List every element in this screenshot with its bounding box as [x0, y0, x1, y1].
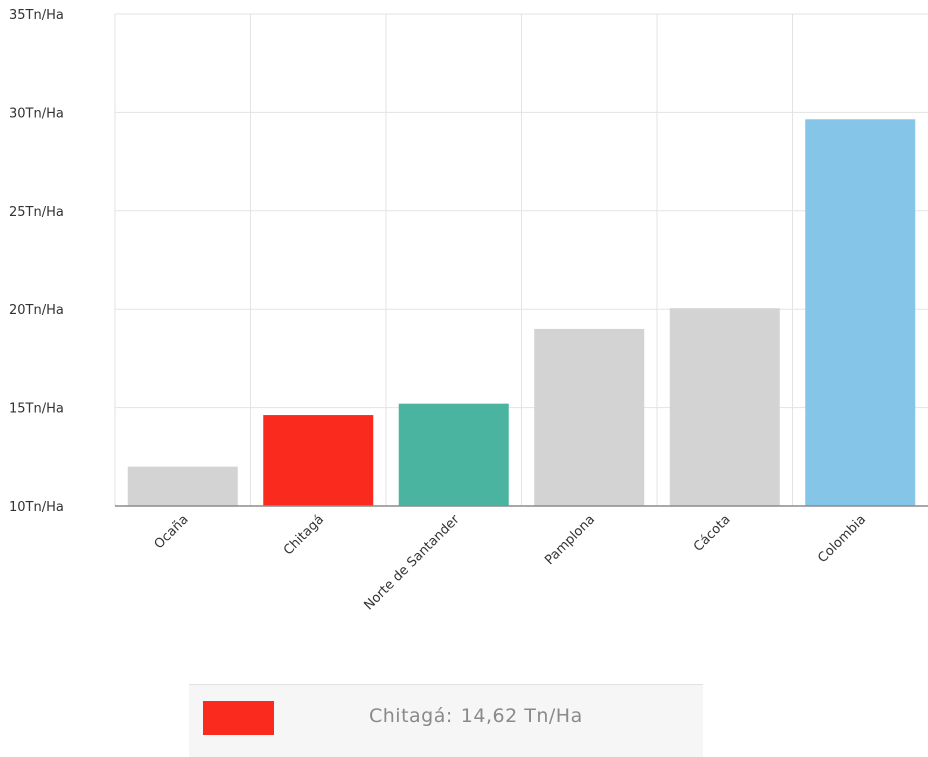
bars: [127, 119, 916, 507]
x-tick-label: Colombia: [815, 512, 869, 566]
bar[interactable]: [398, 403, 509, 506]
y-tick-label: 30Tn/Ha: [9, 106, 64, 121]
y-tick-label: 35Tn/Ha: [9, 8, 64, 23]
bar[interactable]: [669, 308, 780, 506]
bar[interactable]: [534, 328, 645, 506]
grid: [114, 13, 928, 506]
y-tick-label: 20Tn/Ha: [9, 303, 64, 318]
x-tick-label: Norte de Santander: [361, 512, 463, 614]
legend-series-name: Chitagá:: [369, 705, 453, 727]
y-tick-label: 25Tn/Ha: [9, 205, 64, 220]
legend-series-value: 14,62 Tn/Ha: [460, 705, 583, 727]
legend-swatch: [203, 701, 274, 735]
bar[interactable]: [127, 466, 238, 506]
x-tick-label: Pamplona: [542, 512, 598, 568]
legend-tooltip: Chitagá: 14,62 Tn/Ha: [189, 684, 703, 757]
bar[interactable]: [805, 119, 916, 507]
chart-svg: 10Tn/Ha 15Tn/Ha 20Tn/Ha 25Tn/Ha 30Tn/Ha 35Tn/…: [9, 8, 928, 613]
axes: 10Tn/Ha 15Tn/Ha 20Tn/Ha 25Tn/Ha 30Tn/Ha 35Tn/…: [9, 8, 928, 613]
y-tick-label: 15Tn/Ha: [9, 402, 64, 417]
legend-text: Chitagá: 14,62 Tn/Ha: [369, 705, 583, 727]
y-tick-label: 10Tn/Ha: [9, 500, 64, 515]
bar[interactable]: [263, 415, 374, 506]
x-tick-label: Chitagá: [281, 512, 327, 558]
x-tick-label: Ocaña: [152, 512, 192, 552]
x-tick-label: Cácota: [691, 512, 734, 555]
